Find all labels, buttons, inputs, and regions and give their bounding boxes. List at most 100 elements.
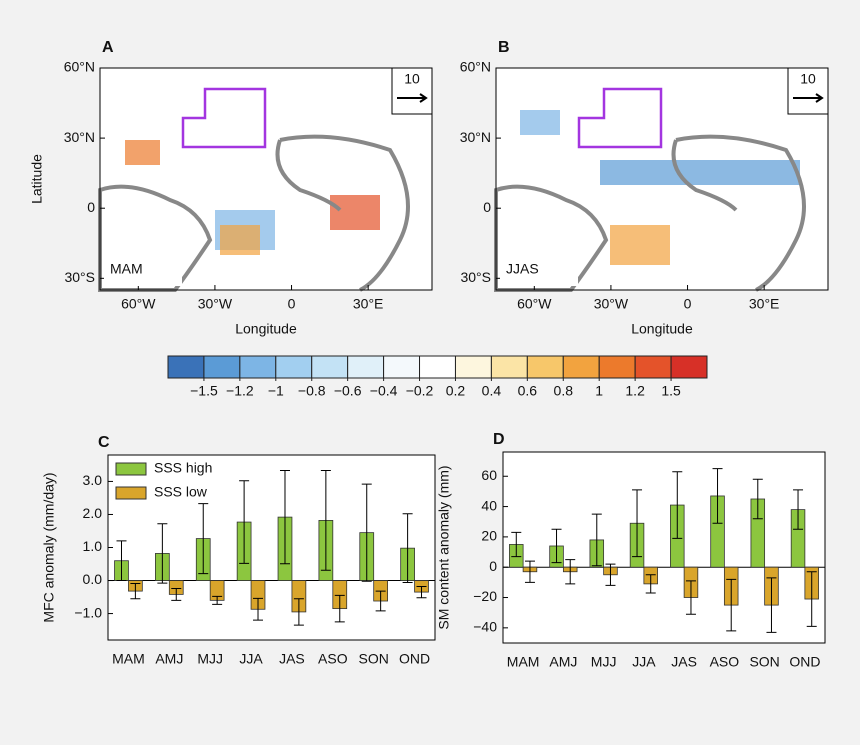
panel-label: A <box>102 39 114 56</box>
color-box <box>419 355 456 379</box>
anomaly-patch <box>220 225 260 255</box>
color-box <box>526 355 564 379</box>
colorbar-tick-label: 0.2 <box>446 383 466 399</box>
error-bar <box>605 563 616 586</box>
x-tick-label: JJA <box>632 654 656 670</box>
legend-swatch <box>115 462 147 476</box>
error-bar <box>293 598 304 626</box>
error-bar <box>375 590 386 612</box>
error-bar <box>726 578 737 632</box>
vector-key-arrow <box>397 93 428 103</box>
error-bar <box>766 577 777 633</box>
y-tick-label: 40 <box>481 497 497 513</box>
colorbar-tick-label: 0.6 <box>518 383 538 399</box>
color-box <box>239 355 277 379</box>
color-box <box>203 355 241 379</box>
y-tick-label: 0.0 <box>83 571 103 587</box>
error-bar <box>320 470 331 571</box>
x-tick-label: 0 <box>684 296 692 312</box>
x-tick-label: AMJ <box>155 651 183 667</box>
coast <box>671 134 806 292</box>
error-bar <box>806 571 817 627</box>
colorbar-tick-label: 1 <box>595 383 603 399</box>
x-tick-label: MAM <box>507 654 540 670</box>
y-axis-label: Latitude <box>29 154 45 204</box>
region-box <box>577 87 663 149</box>
error-bar <box>632 489 643 558</box>
y-tick-label: −1.0 <box>74 604 102 620</box>
x-tick-label: ASO <box>710 654 740 670</box>
panel-label: D <box>493 431 505 448</box>
x-tick-label: 30°E <box>353 296 384 312</box>
y-tick-label: −20 <box>473 588 497 604</box>
colorbar-tick-label: −0.8 <box>298 383 326 399</box>
error-bar <box>793 489 804 530</box>
y-tick-label: 30°N <box>64 129 95 145</box>
x-tick-label: JAS <box>279 651 305 667</box>
season-box <box>104 254 182 286</box>
y-axis-label: SM content anomaly (mm) <box>436 465 452 629</box>
error-bar <box>416 585 427 599</box>
error-bar <box>672 471 683 539</box>
error-bar <box>130 583 141 600</box>
y-tick-label: 30°N <box>460 129 491 145</box>
x-tick-label: 30°W <box>594 296 629 312</box>
x-tick-label: AMJ <box>549 654 577 670</box>
color-box <box>167 355 205 379</box>
error-bar <box>171 587 182 601</box>
error-bar <box>511 531 522 558</box>
x-tick-label: ASO <box>318 651 348 667</box>
map-decoration <box>98 68 828 292</box>
colorbar-tick-label: −1.2 <box>226 383 254 399</box>
y-tick-label: 0 <box>483 199 491 215</box>
x-tick-label: 60°W <box>517 296 552 312</box>
error-bar <box>591 513 602 567</box>
error-bar <box>752 478 763 520</box>
panel-label: B <box>498 39 510 56</box>
vector-key-box <box>787 67 829 115</box>
error-bar <box>712 468 723 524</box>
colorbar-tick-label: 1.2 <box>625 383 645 399</box>
anomaly-patch <box>125 140 160 165</box>
x-tick-label: MJJ <box>197 651 223 667</box>
y-tick-label: 20 <box>481 528 497 544</box>
error-bar <box>402 513 413 584</box>
y-tick-label: 0 <box>87 199 95 215</box>
color-box <box>490 355 528 379</box>
error-bar <box>253 597 264 621</box>
x-tick-label: 60°W <box>121 296 156 312</box>
color-box <box>347 355 385 379</box>
colorbar-tick-label: −0.6 <box>334 383 362 399</box>
error-bar <box>551 528 562 564</box>
anomaly-patch <box>330 195 380 230</box>
anomaly-patch <box>600 160 800 185</box>
color-box <box>634 355 672 379</box>
error-bar <box>524 560 535 583</box>
panel-label: C <box>98 434 110 451</box>
y-tick-label: −40 <box>473 619 497 635</box>
x-tick-label: 0 <box>288 296 296 312</box>
y-tick-label: 1.0 <box>83 538 103 554</box>
y-tick-label: 60°N <box>460 59 491 75</box>
legend-label: SSS high <box>154 460 212 476</box>
x-tick-label: 30°W <box>198 296 233 312</box>
y-tick-label: 3.0 <box>83 472 103 488</box>
x-tick-label: JJA <box>239 651 263 667</box>
error-bar <box>685 580 696 615</box>
error-bar <box>116 540 127 582</box>
error-bar <box>334 594 345 623</box>
colorbar-tick-label: 0.4 <box>482 383 502 399</box>
season-box <box>500 254 578 286</box>
y-tick-label: 2.0 <box>83 505 103 521</box>
vector-key-arrow <box>793 93 824 103</box>
coast <box>275 134 410 292</box>
colorbar-tick-label: 1.5 <box>661 383 681 399</box>
error-bar <box>645 574 656 594</box>
colorbar-tick-label: −1.5 <box>190 383 218 399</box>
error-bar <box>157 523 168 584</box>
legend-swatch <box>115 486 147 500</box>
error-bar <box>361 483 372 582</box>
y-tick-label: 60°N <box>64 59 95 75</box>
vector-key-box <box>391 67 433 115</box>
